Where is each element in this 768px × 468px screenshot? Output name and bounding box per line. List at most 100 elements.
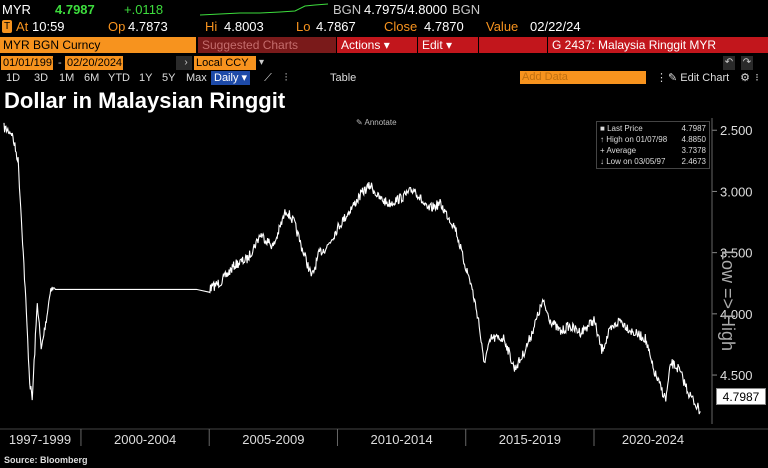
- annotate-button[interactable]: ✎ Annotate: [356, 118, 397, 127]
- period-1y-button[interactable]: 1Y: [139, 72, 153, 84]
- last-value-label: 4.7987: [716, 388, 766, 405]
- x-tick-label: 2015-2019: [499, 432, 561, 447]
- date-range-bar: 01/01/1997 - 02/20/2024 ‹ › Local CCY ▾ …: [0, 56, 768, 71]
- high-label: Hi: [205, 19, 218, 34]
- candlestick-icon[interactable]: ⫶: [284, 72, 288, 84]
- x-tick-label: 2020-2024: [622, 432, 684, 447]
- period-bar: 1D 3D 1M 6M YTD 1Y 5Y Max Daily ▾ ⟋ ⫶ Ta…: [0, 71, 768, 86]
- period-1m-button[interactable]: 1M: [59, 72, 75, 84]
- sparkline-icon: [200, 3, 328, 16]
- arrow-up-icon: ↑: [600, 135, 604, 144]
- menu-bar: MYR BGN Curncy Suggested Charts Actions …: [0, 37, 768, 54]
- frequency-select[interactable]: Daily ▾: [211, 71, 251, 85]
- end-date-input[interactable]: 02/20/2024: [65, 56, 123, 70]
- actions-menu[interactable]: Actions ▾: [337, 37, 417, 53]
- x-tick-label: 2000-2004: [114, 432, 176, 447]
- chevron-down-icon: ▾: [383, 38, 390, 52]
- undo-icon[interactable]: ↶: [723, 56, 735, 70]
- period-6m-button[interactable]: 6M: [84, 72, 100, 84]
- add-data-input[interactable]: Add Data: [520, 71, 646, 84]
- pencil-icon: ✎: [356, 118, 363, 127]
- legend-low: ↓ Low on 03/05/97 2.4673: [600, 156, 706, 167]
- source-note: Source: Bloomberg: [4, 455, 88, 465]
- time-value: 10:59: [32, 19, 65, 34]
- chevron-down-icon: ▾: [446, 38, 453, 52]
- start-date-input[interactable]: 01/01/1997: [1, 56, 59, 70]
- line-chart-icon[interactable]: ⟋: [264, 72, 272, 84]
- legend-average: + Average 3.7378: [600, 145, 706, 156]
- y-tick-label: 4.500: [720, 368, 753, 383]
- bid-ask-value: 4.7975/4.8000: [364, 2, 448, 17]
- price-series-line: [3, 122, 701, 415]
- redo-icon[interactable]: ↷: [741, 56, 753, 70]
- time-label: At: [16, 19, 29, 34]
- table-button[interactable]: Table: [330, 72, 357, 84]
- y-tick-label: 3.000: [720, 184, 753, 199]
- edit-menu[interactable]: Edit ▾: [418, 37, 478, 53]
- settings-icon[interactable]: ⁝: [755, 72, 759, 84]
- low-value: 4.7867: [316, 19, 356, 34]
- low-label: Lo: [296, 19, 311, 34]
- y-tick-label: 4.000: [720, 307, 753, 322]
- suggested-charts-button[interactable]: Suggested Charts: [198, 37, 336, 53]
- square-icon: ■: [600, 124, 605, 133]
- chart-title: Dollar in Malaysian Ringgit: [4, 88, 286, 113]
- chevron-down-icon: ▾: [241, 72, 248, 84]
- chevron-right-icon[interactable]: ›: [180, 56, 192, 70]
- legend-low-label: Low on 03/05/97: [606, 157, 666, 166]
- ticker-symbol[interactable]: MYR: [2, 2, 31, 17]
- close-value: 4.7870: [424, 19, 464, 34]
- currency-select[interactable]: Local CCY: [194, 56, 256, 70]
- ticker-last-price: 4.7987: [55, 2, 95, 17]
- y-tick-label: 2.500: [720, 123, 753, 138]
- value-date: 02/22/24: [530, 19, 581, 34]
- ticker-bar: MYR 4.7987 +.0118 BGN 4.7975/4.8000 BGN: [0, 0, 768, 19]
- function-title: G 2437: Malaysia Ringgit MYR: [548, 37, 768, 53]
- open-label: Op: [108, 19, 126, 34]
- legend-last-price-value: 4.7987: [681, 124, 706, 133]
- close-label: Close: [384, 19, 418, 34]
- security-field[interactable]: MYR BGN Curncy: [0, 37, 196, 53]
- more-options-icon[interactable]: ⋮: [656, 72, 667, 84]
- annotate-label: Annotate: [364, 118, 397, 127]
- bid-ask-label: BGN: [333, 2, 362, 17]
- average-icon: +: [600, 146, 605, 155]
- y-axis-label: Low => High: [718, 250, 738, 352]
- chevron-down-icon[interactable]: ▾: [257, 56, 266, 70]
- x-tick-label: 1997-1999: [9, 432, 71, 447]
- high-value: 4.8003: [224, 19, 264, 34]
- frequency-label: Daily: [214, 72, 239, 84]
- y-tick-label: 3.500: [720, 246, 753, 261]
- quote-info-bar: T At 10:59 Op 4.7873 Hi 4.8003 Lo 4.7867…: [2, 19, 581, 34]
- pencil-icon: ✎: [668, 72, 678, 84]
- legend-last-price-label: Last Price: [607, 124, 643, 133]
- edit-label: Edit: [422, 38, 443, 52]
- legend-high: ↑ High on 01/07/98 4.8850: [600, 134, 706, 145]
- period-ytd-button[interactable]: YTD: [108, 72, 130, 84]
- legend-average-value: 3.7378: [681, 146, 706, 155]
- menu-spacer: [479, 37, 547, 53]
- period-3d-button[interactable]: 3D: [34, 72, 49, 84]
- x-tick-label: 2005-2009: [242, 432, 304, 447]
- legend-high-label: High on 01/07/98: [606, 135, 668, 144]
- price-chart[interactable]: 2.500 3.000 3.500 4.000 4.500 1997-1999 2000-…: [0, 114, 768, 454]
- actions-label: Actions: [341, 38, 381, 52]
- suggested-charts-label: Suggested Charts: [202, 38, 299, 52]
- legend-high-value: 4.8850: [681, 135, 706, 144]
- period-1d-button[interactable]: 1D: [6, 72, 21, 84]
- date-separator: -: [58, 56, 64, 70]
- edit-chart-button[interactable]: ✎ Edit Chart: [668, 71, 729, 85]
- period-max-button[interactable]: Max: [186, 72, 207, 84]
- period-5y-button[interactable]: 5Y: [162, 72, 176, 84]
- open-value: 4.7873: [128, 19, 168, 34]
- legend-average-label: Average: [606, 146, 637, 155]
- edit-chart-label: Edit Chart: [680, 72, 730, 84]
- ticker-change: +.0118: [124, 2, 164, 17]
- arrow-down-icon: ↓: [600, 157, 604, 166]
- chart-legend: ■ Last Price 4.7987 ↑ High on 01/07/98 4…: [596, 121, 710, 169]
- ticker-source: BGN: [452, 2, 481, 17]
- legend-low-value: 2.4673: [681, 157, 706, 166]
- x-tick-label: 2010-2014: [371, 432, 433, 447]
- value-date-label: Value: [486, 19, 519, 34]
- gear-icon[interactable]: ⚙: [740, 72, 750, 84]
